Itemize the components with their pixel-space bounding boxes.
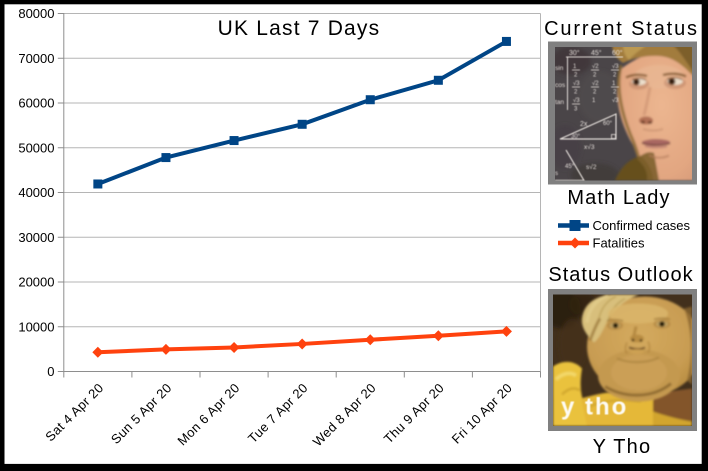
- svg-text:cos: cos: [555, 82, 566, 89]
- svg-text:1: 1: [592, 98, 596, 104]
- svg-text:√2: √2: [592, 80, 599, 87]
- svg-text:10000: 10000: [18, 319, 54, 334]
- svg-text:1: 1: [573, 64, 577, 70]
- svg-text:Status Outlook: Status Outlook: [548, 264, 693, 286]
- svg-text:Y Tho: Y Tho: [593, 436, 652, 458]
- svg-text:√3: √3: [612, 97, 619, 104]
- svg-text:√3: √3: [573, 97, 580, 104]
- svg-text:1: 1: [612, 81, 616, 87]
- svg-text:Current Status: Current Status: [544, 18, 699, 40]
- svg-text:y tho: y tho: [561, 394, 628, 421]
- svg-text:40000: 40000: [18, 185, 54, 200]
- svg-text:2: 2: [593, 90, 597, 96]
- svg-text:30°: 30°: [571, 134, 581, 140]
- svg-text:45°: 45°: [591, 49, 602, 57]
- svg-text:Math Lady: Math Lady: [567, 187, 670, 209]
- svg-text:60000: 60000: [18, 96, 54, 111]
- svg-text:tan: tan: [555, 99, 564, 106]
- svg-text:2x: 2x: [580, 121, 588, 128]
- svg-text:2: 2: [613, 73, 617, 79]
- svg-text:50000: 50000: [18, 140, 54, 155]
- svg-text:s√2: s√2: [586, 163, 597, 171]
- svg-text:0: 0: [47, 364, 54, 379]
- svg-text:√3: √3: [612, 63, 619, 70]
- svg-text:20000: 20000: [18, 275, 54, 290]
- svg-text:sin: sin: [555, 65, 564, 72]
- svg-text:s: s: [555, 171, 558, 177]
- svg-text:3: 3: [574, 107, 578, 113]
- svg-text:30000: 30000: [18, 230, 54, 245]
- svg-text:2: 2: [574, 90, 578, 96]
- svg-text:x√3: x√3: [584, 143, 595, 151]
- svg-text:UK Last 7 Days: UK Last 7 Days: [218, 17, 381, 40]
- svg-text:Fatalities: Fatalities: [593, 236, 646, 251]
- svg-text:80000: 80000: [18, 6, 54, 21]
- svg-text:2: 2: [574, 73, 578, 79]
- svg-text:45°: 45°: [565, 164, 575, 170]
- svg-text:60°: 60°: [612, 49, 623, 57]
- svg-text:√2: √2: [592, 63, 599, 70]
- svg-text:Confirmed cases: Confirmed cases: [593, 218, 691, 233]
- svg-text:2: 2: [593, 73, 597, 79]
- svg-text:√3: √3: [573, 80, 580, 87]
- svg-text:30°: 30°: [569, 49, 580, 57]
- svg-text:70000: 70000: [18, 51, 54, 66]
- svg-text:2: 2: [613, 90, 617, 96]
- svg-text:60°: 60°: [603, 121, 613, 127]
